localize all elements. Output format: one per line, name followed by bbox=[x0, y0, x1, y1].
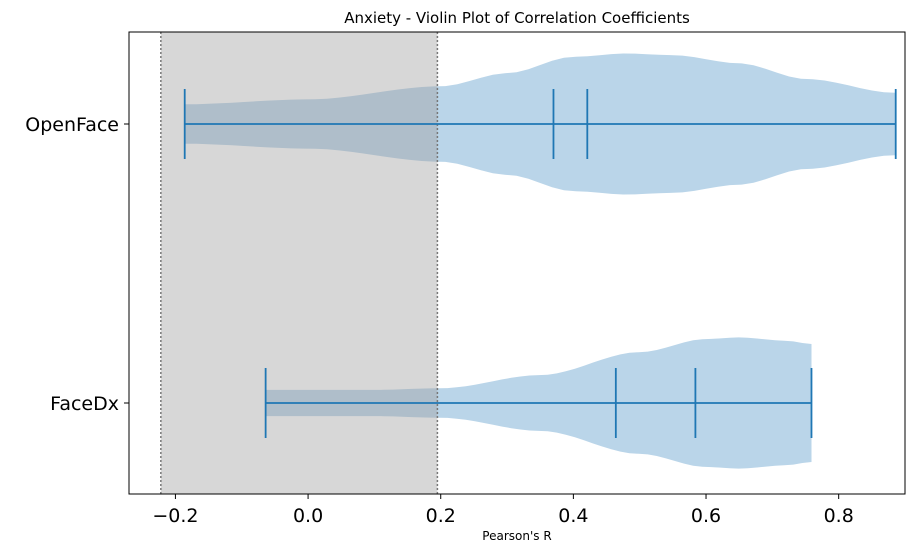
y-tick-label: FaceDx bbox=[50, 393, 119, 415]
null-region-shading bbox=[160, 32, 438, 494]
x-tick-label: 0.0 bbox=[293, 505, 323, 527]
y-tick-label: OpenFace bbox=[25, 114, 119, 136]
x-tick-label: 0.6 bbox=[691, 505, 721, 527]
x-axis: −0.2 0.0 0.2 0.4 0.6 0.8 bbox=[152, 494, 854, 527]
x-tick-label: 0.4 bbox=[558, 505, 588, 527]
x-tick-label: −0.2 bbox=[152, 505, 198, 527]
x-axis-label: Pearson's R bbox=[482, 529, 551, 543]
x-tick-label: 0.2 bbox=[426, 505, 456, 527]
plot-area bbox=[160, 32, 897, 494]
x-tick-label: 0.8 bbox=[824, 505, 854, 527]
y-axis: OpenFace FaceDx bbox=[25, 114, 129, 415]
axes-frame bbox=[128, 31, 906, 495]
chart-title: Anxiety - Violin Plot of Correlation Coe… bbox=[344, 9, 690, 27]
